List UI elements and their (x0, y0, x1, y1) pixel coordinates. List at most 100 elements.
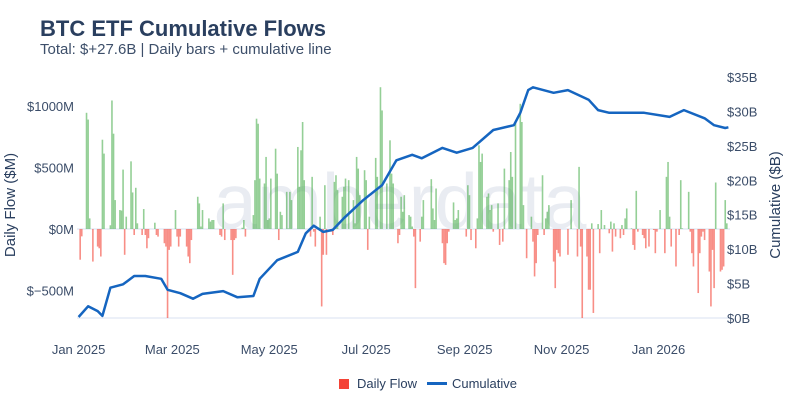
outflow-bar (619, 228, 622, 239)
y-tick-label: $500M (34, 160, 74, 175)
inflow-bar (489, 210, 491, 229)
inflow-bar (420, 216, 423, 229)
outflow-bar (179, 228, 182, 237)
inflow-bar (400, 196, 402, 229)
outflow-bar (670, 228, 673, 247)
inflow-bar (359, 195, 361, 229)
inflow-bar (478, 145, 480, 229)
inflow-bar (487, 193, 490, 229)
inflow-bar (497, 203, 499, 229)
outflow-bar (314, 228, 317, 247)
outflow-bar (691, 228, 693, 254)
outflow-bar (536, 228, 539, 236)
inflow-bar (548, 205, 550, 229)
inflow-bar (457, 210, 460, 229)
outflow-bar (96, 228, 99, 247)
outflow-bar (532, 228, 534, 242)
outflow-bar (141, 228, 143, 236)
outflow-bar (719, 228, 722, 272)
inflow-bar (530, 216, 533, 229)
outflow-bar (721, 228, 723, 270)
outflow-bar (581, 228, 584, 318)
outflow-bar (397, 228, 399, 244)
inflow-bar (624, 218, 626, 229)
inflow-bar (285, 191, 288, 229)
outflow-bar (414, 228, 417, 289)
x-tick-label: Jul 2025 (342, 342, 391, 357)
outflow-bar (556, 228, 558, 250)
inflow-bar (452, 202, 455, 229)
y-axis-title: Daily Flow ($M) (2, 153, 19, 257)
outflow-bar (656, 228, 658, 232)
outflow-bar (100, 228, 102, 257)
outflow-bar (312, 228, 315, 232)
inflow-bar (319, 216, 321, 229)
inflow-bar (142, 209, 145, 229)
outflow-bar (576, 228, 579, 257)
outflow-bar (474, 228, 477, 249)
outflow-bar (552, 228, 555, 262)
cumulative-line (77, 86, 729, 318)
inflow-bar (266, 220, 269, 229)
inflow-bar (101, 139, 104, 229)
outflow-bar (169, 228, 172, 247)
inflow-bar (336, 190, 339, 229)
legend-daily-label[interactable]: Daily Flow (357, 376, 417, 391)
outflow-bar (98, 228, 101, 249)
inflow-bar (600, 210, 603, 229)
outflow-bar (163, 228, 166, 244)
inflow-bar (222, 203, 224, 229)
inflow-bar (610, 221, 612, 229)
outflow-bar (219, 228, 221, 236)
x-tick-label: Sep 2025 (437, 342, 493, 357)
inflow-bar (243, 220, 245, 229)
outflow-bar (641, 228, 644, 236)
inflow-bar (276, 173, 278, 229)
legend-daily-swatch[interactable] (339, 378, 349, 389)
inflow-bar (263, 183, 266, 229)
legend-cumulative-swatch[interactable] (426, 382, 447, 385)
inflow-bar (354, 223, 356, 229)
outflow-bar (579, 228, 582, 247)
y2-tick-label: $20B (727, 173, 757, 188)
outflow-bar (492, 228, 495, 232)
y2-tick-label: $25B (727, 139, 757, 154)
outflow-bar (320, 228, 323, 307)
inflow-bar (403, 195, 406, 229)
outflow-bar (398, 228, 401, 236)
inflow-bar (468, 195, 471, 229)
legend-cumulative-label[interactable]: Cumulative (451, 376, 517, 391)
inflow-bar (522, 205, 525, 229)
y-tick-label: $−500M (27, 283, 74, 298)
outflow-bar (559, 228, 561, 257)
inflow-bar (154, 222, 156, 229)
inflow-bar (111, 100, 113, 229)
inflow-bar (114, 200, 116, 229)
outflow-bar (608, 228, 611, 234)
inflow-bar (311, 176, 313, 229)
outflow-bar (554, 228, 557, 289)
inflow-bar (298, 186, 301, 229)
outflow-bar (165, 228, 167, 247)
inflow-bar (136, 223, 139, 229)
chart-title: BTC ETF Cumulative Flows (40, 16, 327, 41)
inflow-bar (511, 176, 514, 229)
y-tick-label: $1000M (27, 99, 74, 114)
inflow-bar (125, 216, 128, 229)
inflow-bar (432, 208, 434, 229)
inflow-bar (196, 196, 199, 229)
outflow-bar (79, 228, 81, 260)
inflow-bar (435, 188, 437, 229)
outflow-bar (675, 228, 677, 267)
inflow-bar (201, 210, 204, 229)
inflow-bar (541, 175, 544, 229)
inflow-bar (401, 211, 404, 229)
inflow-bar (392, 183, 394, 229)
inflow-bar (621, 225, 623, 229)
inflow-bar (270, 178, 272, 229)
outflow-bar (220, 228, 223, 237)
outflow-bar (644, 228, 647, 249)
x-tick-label: Jan 2026 (632, 342, 686, 357)
inflow-bar (301, 122, 304, 229)
outflow-bar (637, 228, 639, 232)
